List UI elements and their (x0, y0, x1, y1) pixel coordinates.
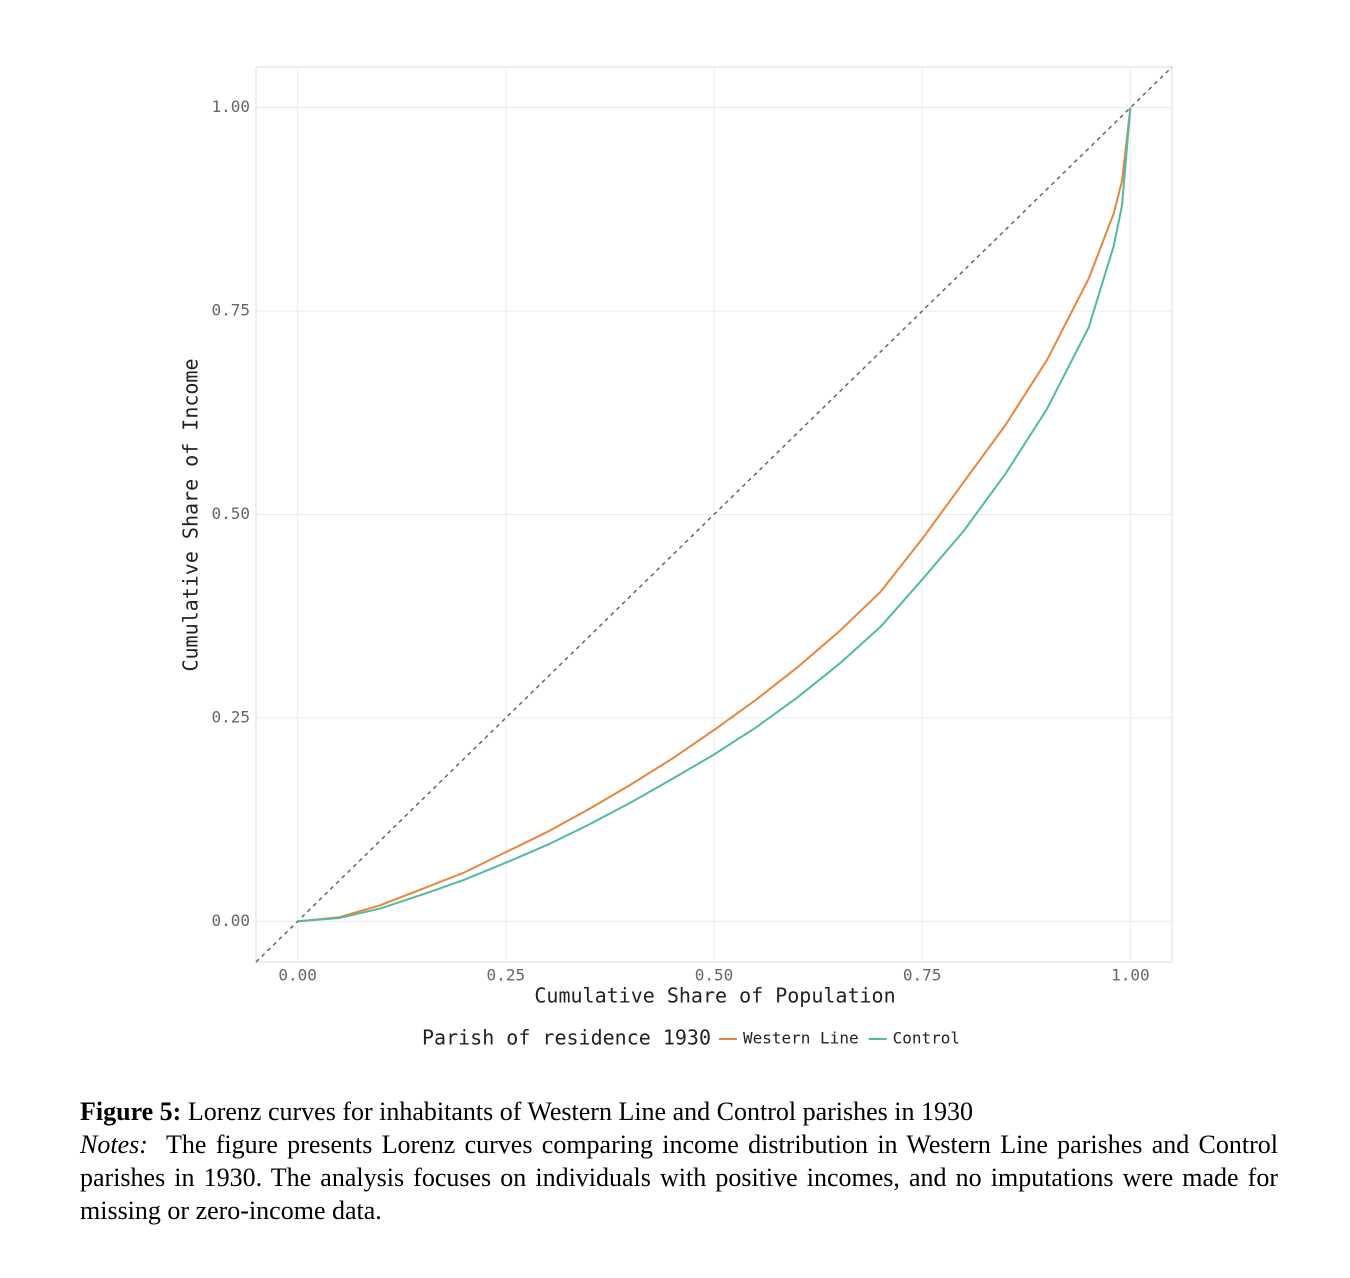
series-line (297, 107, 1132, 923)
notes: Notes: The figure presents Lorenz curves… (80, 1128, 1278, 1227)
y-tick-label: 0.50 (211, 504, 250, 523)
x-tick-label: 1.00 (1111, 966, 1150, 985)
y-tick-label: 1.00 (211, 97, 250, 116)
chart: Cumulative Share of Population Cumulativ… (179, 66, 1173, 1050)
x-tick-label: 0.00 (278, 966, 317, 985)
legend-title: Parish of residence 1930 (422, 1026, 711, 1050)
x-tick-label: 0.25 (487, 966, 526, 985)
notes-text: The figure presents Lorenz curves compar… (80, 1130, 1278, 1225)
equality-line (255, 66, 1173, 963)
y-tick-label: 0.00 (211, 911, 250, 930)
y-tick-label: 0.75 (211, 301, 250, 320)
caption-title: Lorenz curves for inhabitants of Western… (187, 1097, 974, 1126)
caption: Figure 5: Lorenz curves for inhabitants … (80, 1095, 1278, 1227)
x-tick-label: 0.50 (695, 966, 734, 985)
notes-label: Notes: (80, 1130, 148, 1159)
caption-line: Figure 5: Lorenz curves for inhabitants … (80, 1095, 1278, 1128)
series-line (297, 107, 1132, 923)
y-axis-title: Cumulative Share of Income (179, 358, 203, 671)
x-tick-label: 0.75 (903, 966, 942, 985)
legend-label: Western Line (743, 1029, 859, 1048)
y-tick-label: 0.25 (211, 707, 250, 726)
caption-label: Figure 5: (80, 1097, 182, 1126)
legend-label: Control (893, 1029, 960, 1048)
x-axis-title: Cumulative Share of Population (534, 984, 895, 1008)
panel-border (255, 66, 1173, 963)
